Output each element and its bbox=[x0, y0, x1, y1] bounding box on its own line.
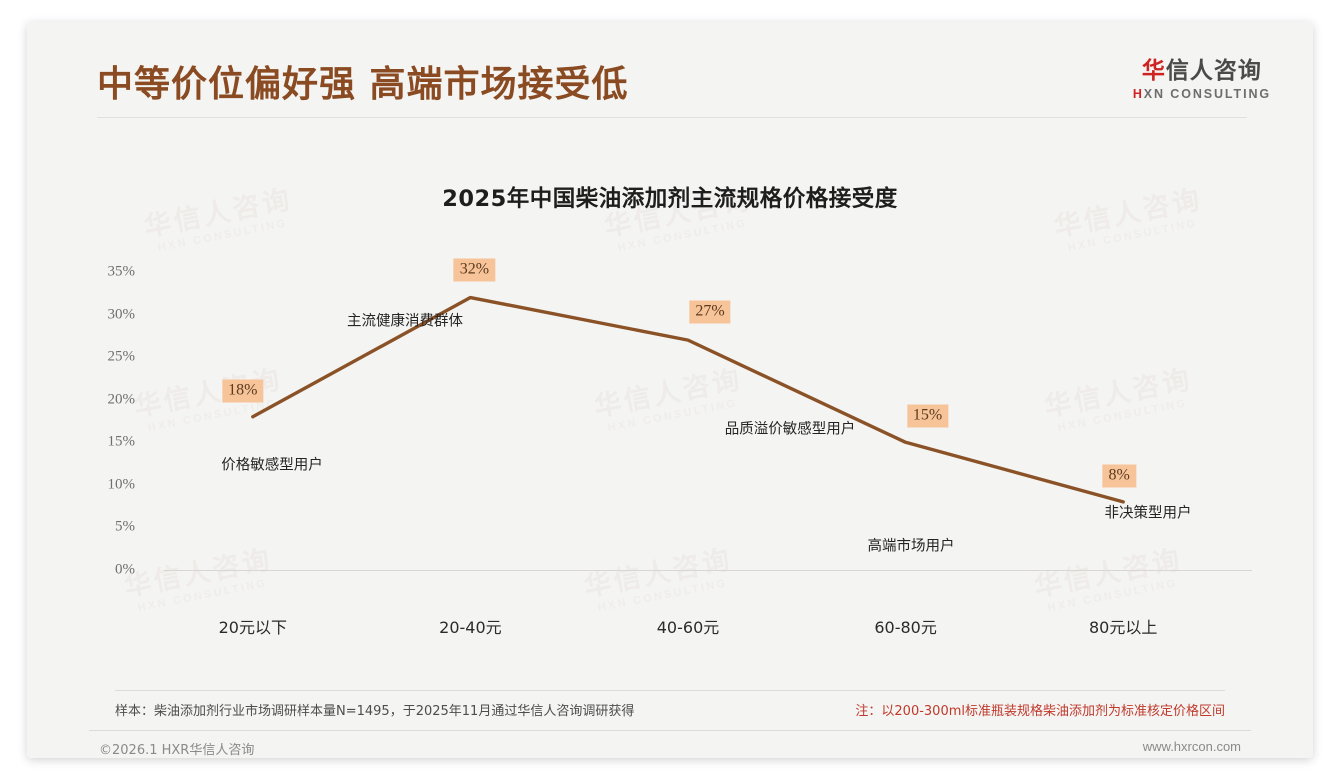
logo-text-cn: 华信人咨询 bbox=[1133, 58, 1271, 84]
chart-title: 2025年中国柴油添加剂主流规格价格接受度 bbox=[442, 186, 898, 212]
x-axis-tick-1: 20-40元 bbox=[439, 618, 502, 637]
sample-note: 样本：柴油添加剂行业市场调研样本量N=1495，于2025年11月通过华信人咨询… bbox=[115, 704, 635, 719]
slide-canvas: 华信人咨询 HXN CONSULTING 华信人咨询 HXN CONSULTIN… bbox=[27, 22, 1313, 758]
y-axis-tick-25: 25% bbox=[107, 348, 136, 365]
y-axis-tick-5: 5% bbox=[115, 518, 135, 535]
chart-annotation-0: 价格敏感型用户 bbox=[221, 457, 323, 474]
x-axis-tick-4: 80元以上 bbox=[1089, 618, 1158, 637]
data-label-1: 32% bbox=[453, 258, 496, 282]
header-divider bbox=[97, 117, 1247, 118]
x-axis-tick-0: 20元以下 bbox=[218, 618, 287, 637]
line-chart: 0% 5% 10% 15% 20% 25% 30% 35% 20元以下 20-40元 40-60元… bbox=[27, 22, 1313, 758]
y-axis-tick-30: 30% bbox=[107, 306, 136, 323]
logo-cn-rest: 信人咨询 bbox=[1165, 58, 1262, 84]
y-axis-tick-20: 20% bbox=[107, 391, 136, 408]
chart-annotation-2: 品质溢价敏感型用户 bbox=[724, 421, 856, 438]
footer-website[interactable]: www.hxrcon.com bbox=[1142, 739, 1241, 754]
remark-note: 注：以200-300ml标准瓶装规格柴油添加剂为标准核定价格区间 bbox=[855, 704, 1225, 719]
footer-divider bbox=[89, 730, 1251, 731]
x-axis-tick-2: 40-60元 bbox=[656, 618, 720, 637]
logo-cn-first-char: 华 bbox=[1141, 58, 1166, 84]
x-axis-tick-3: 60-80元 bbox=[874, 618, 937, 637]
data-label-2: 27% bbox=[689, 300, 731, 324]
chart-annotation-1: 主流健康消费群体 bbox=[347, 313, 463, 330]
logo-en-rest: XN CONSULTING bbox=[1143, 87, 1271, 102]
y-axis-tick-35: 35% bbox=[107, 263, 136, 280]
y-axis-tick-10: 10% bbox=[107, 476, 136, 493]
data-label-3: 15% bbox=[906, 404, 949, 428]
logo-en-first-char: H bbox=[1132, 87, 1144, 102]
y-axis-tick-15: 15% bbox=[107, 433, 136, 450]
chart-annotation-4: 非决策型用户 bbox=[1104, 505, 1192, 522]
page-title: 中等价位偏好强 高端市场接受低 bbox=[97, 64, 629, 105]
footer-copyright: ©2026.1 HXR华信人咨询 bbox=[99, 743, 255, 758]
y-axis-tick-0: 0% bbox=[115, 561, 135, 578]
brand-logo: 华信人咨询 HXN CONSULTING bbox=[1133, 58, 1271, 101]
data-label-4: 8% bbox=[1102, 464, 1136, 488]
data-label-0: 18% bbox=[222, 379, 264, 403]
notes-divider bbox=[115, 690, 1225, 691]
chart-svg bbox=[251, 295, 1125, 504]
x-axis-baseline bbox=[164, 570, 1252, 571]
slide-header: 中等价位偏好强 高端市场接受低 华信人咨询 HXN CONSULTING bbox=[27, 22, 1313, 118]
chart-series-line bbox=[251, 295, 1125, 504]
chart-annotation-3: 高端市场用户 bbox=[867, 538, 955, 555]
logo-text-en: HXN CONSULTING bbox=[1133, 87, 1271, 101]
